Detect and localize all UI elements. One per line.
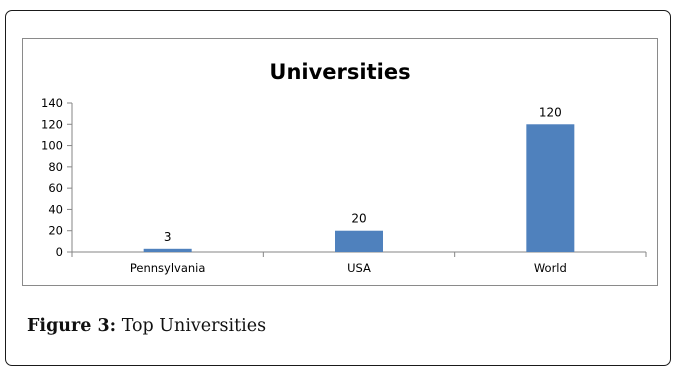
- data-label-usa: 20: [351, 212, 366, 226]
- y-tick-label: 100: [41, 139, 63, 153]
- y-tick-label: 120: [41, 117, 63, 131]
- data-label-pennsylvania: 3: [164, 230, 172, 244]
- y-tick-label: 80: [48, 160, 63, 174]
- y-tick-label: 20: [48, 224, 63, 238]
- chart-title: Universities: [269, 60, 410, 84]
- chart-area: Universities 0 20 40 60 80 100 120 140 3 Pennsylva…: [22, 38, 658, 286]
- x-category-label-usa: USA: [347, 261, 371, 275]
- bar-usa: [335, 230, 383, 252]
- caption-text: Top Universities: [116, 316, 267, 336]
- caption-label: Figure 3:: [27, 316, 117, 336]
- data-label-world: 120: [539, 105, 562, 119]
- figure-caption: Figure 3: Top Universities: [27, 316, 266, 336]
- y-tick-label: 60: [48, 181, 63, 195]
- y-tick-label: 0: [56, 245, 63, 259]
- x-category-label-pennsylvania: Pennsylvania: [130, 261, 206, 275]
- y-tick-label: 40: [48, 202, 63, 216]
- bar-world: [526, 124, 575, 252]
- x-category-label-world: World: [534, 261, 567, 275]
- y-tick-label: 140: [41, 96, 63, 110]
- bar-chart: Universities 0 20 40 60 80 100 120 140 3 Pennsylva…: [41, 60, 647, 275]
- bar-pennsylvania: [143, 248, 192, 252]
